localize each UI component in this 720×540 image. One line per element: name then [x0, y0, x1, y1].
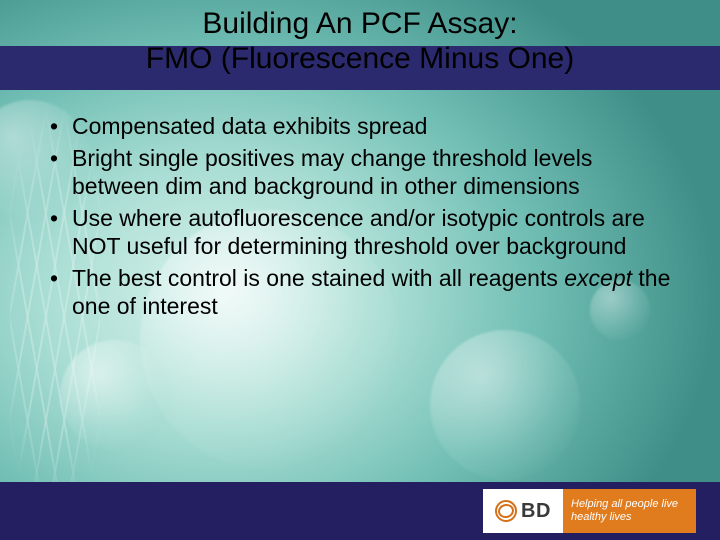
- bullet-list: Compensated data exhibits spread Bright …: [48, 112, 678, 320]
- slide-body: Compensated data exhibits spread Bright …: [48, 112, 678, 324]
- bullet-item: Bright single positives may change thres…: [48, 144, 678, 200]
- title-line-1: Building An PCF Assay:: [30, 6, 690, 41]
- bullet-text: The best control is one stained with all…: [72, 265, 670, 319]
- bd-swirl-icon: [495, 500, 517, 522]
- bullet-text: Bright single positives may change thres…: [72, 145, 592, 199]
- footer-band: BD Helping all people live healthy lives: [0, 482, 720, 540]
- cell-decor: [430, 330, 580, 480]
- bd-logo-text: BD: [521, 500, 551, 523]
- title-line-2: FMO (Fluorescence Minus One): [30, 41, 690, 76]
- bd-tagline: Helping all people live healthy lives: [563, 489, 696, 533]
- slide: Building An PCF Assay: FMO (Fluorescence…: [0, 0, 720, 540]
- bullet-item: Use where autofluorescence and/or isotyp…: [48, 204, 678, 260]
- bullet-text: Use where autofluorescence and/or isotyp…: [72, 205, 645, 259]
- bd-logo-mark: BD: [483, 489, 563, 533]
- bullet-text: Compensated data exhibits spread: [72, 113, 427, 139]
- bullet-item: The best control is one stained with all…: [48, 264, 678, 320]
- slide-title: Building An PCF Assay: FMO (Fluorescence…: [0, 0, 720, 77]
- bd-logo: BD Helping all people live healthy lives: [483, 489, 696, 533]
- cell-decor: [60, 340, 170, 450]
- bullet-item: Compensated data exhibits spread: [48, 112, 678, 140]
